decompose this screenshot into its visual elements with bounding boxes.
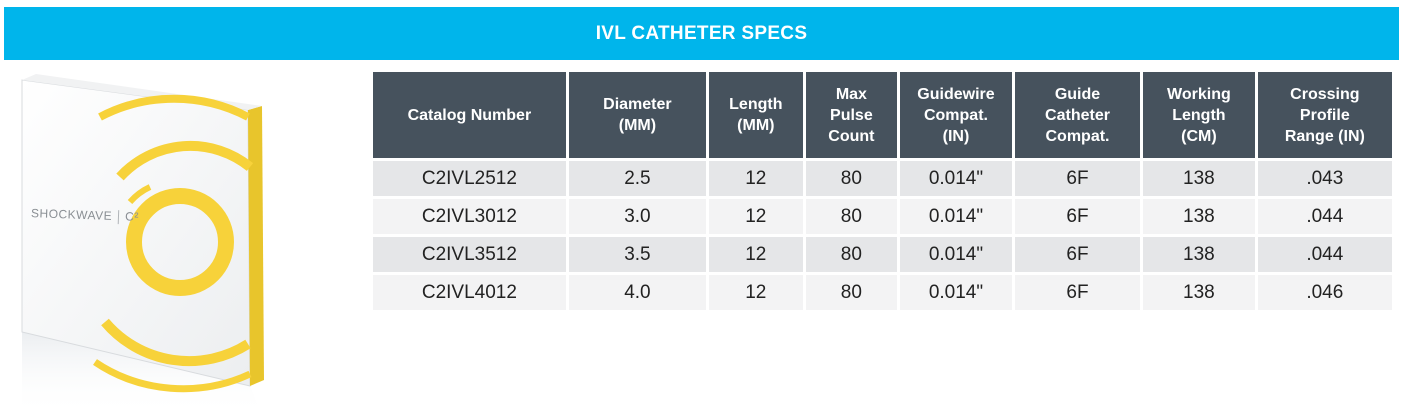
cell-crossing-profile: .043 <box>1257 161 1392 196</box>
cell-working-length: 138 <box>1143 161 1255 196</box>
product-box-illustration <box>21 74 264 416</box>
cell-crossing-profile: .044 <box>1257 237 1392 272</box>
cell-guidewire-compat: 0.014" <box>900 237 1012 272</box>
cell-diameter: 4.0 <box>568 275 707 310</box>
cell-guide-catheter-compat: 6F <box>1014 237 1141 272</box>
col-max-pulse-count: Max Pulse Count <box>805 72 898 158</box>
cell-max-pulse-count: 80 <box>805 199 898 234</box>
col-length: Length (MM) <box>709 72 803 158</box>
cell-guidewire-compat: 0.014" <box>900 275 1012 310</box>
cell-crossing-profile: .044 <box>1257 199 1392 234</box>
title-banner: IVL CATHETER SPECS <box>4 7 1399 60</box>
cell-length: 12 <box>709 275 803 310</box>
table-row: C2IVL3012 3.0 12 80 0.014" 6F 138 .044 <box>373 199 1392 234</box>
cell-catalog-number: C2IVL2512 <box>373 161 566 196</box>
cell-guide-catheter-compat: 6F <box>1014 199 1141 234</box>
cell-length: 12 <box>709 237 803 272</box>
table-row: C2IVL2512 2.5 12 80 0.014" 6F 138 .043 <box>373 161 1392 196</box>
cell-working-length: 138 <box>1143 199 1255 234</box>
cell-diameter: 2.5 <box>568 161 707 196</box>
cell-catalog-number: C2IVL3512 <box>373 237 566 272</box>
cell-diameter: 3.5 <box>568 237 707 272</box>
brand-divider <box>117 209 120 225</box>
table-row: C2IVL3512 3.5 12 80 0.014" 6F 138 .044 <box>373 237 1392 272</box>
cell-catalog-number: C2IVL3012 <box>373 199 566 234</box>
banner-title: IVL CATHETER SPECS <box>595 22 808 44</box>
cell-max-pulse-count: 80 <box>805 161 898 196</box>
cell-diameter: 3.0 <box>568 199 707 234</box>
cell-guide-catheter-compat: 6F <box>1014 275 1141 310</box>
cell-max-pulse-count: 80 <box>805 275 898 310</box>
col-diameter: Diameter (MM) <box>568 72 707 158</box>
table-header-row: Catalog Number Diameter (MM) Length (MM)… <box>373 72 1392 158</box>
col-catalog-number: Catalog Number <box>373 72 566 158</box>
brand-name: SHOCKWAVE <box>30 206 113 223</box>
model-name: C² <box>124 209 140 224</box>
cell-length: 12 <box>709 161 803 196</box>
col-guidewire-compat: Guidewire Compat. (IN) <box>900 72 1012 158</box>
cell-catalog-number: C2IVL4012 <box>373 275 566 310</box>
col-crossing-profile: Crossing Profile Range (IN) <box>1257 72 1392 158</box>
col-guide-catheter-compat: Guide Catheter Compat. <box>1014 72 1141 158</box>
table-row: C2IVL4012 4.0 12 80 0.014" 6F 138 .046 <box>373 275 1392 310</box>
cell-guide-catheter-compat: 6F <box>1014 161 1141 196</box>
catheter-specs-table: Catalog Number Diameter (MM) Length (MM)… <box>370 69 1395 313</box>
cell-guidewire-compat: 0.014" <box>900 199 1012 234</box>
cell-max-pulse-count: 80 <box>805 237 898 272</box>
cell-working-length: 138 <box>1143 237 1255 272</box>
cell-guidewire-compat: 0.014" <box>900 161 1012 196</box>
cell-length: 12 <box>709 199 803 234</box>
product-box-image: SHOCKWAVE C² <box>0 62 290 416</box>
col-working-length: Working Length (CM) <box>1143 72 1255 158</box>
cell-working-length: 138 <box>1143 275 1255 310</box>
cell-crossing-profile: .046 <box>1257 275 1392 310</box>
